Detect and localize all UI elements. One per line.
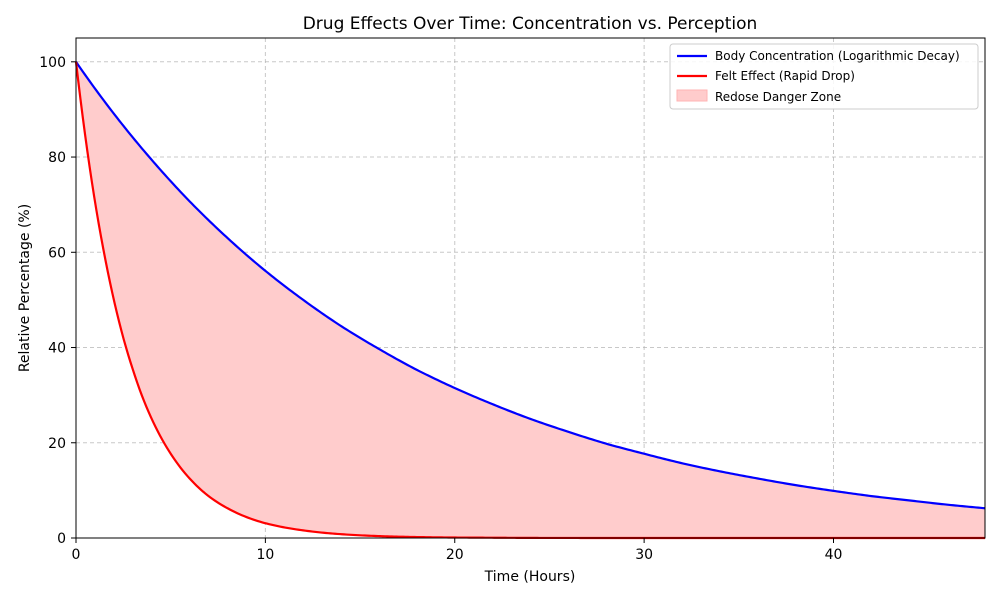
x-tick-label: 10	[256, 547, 274, 563]
legend: Body Concentration (Logarithmic Decay) F…	[669, 43, 979, 110]
legend-label-body-concentration: Body Concentration (Logarithmic Decay)	[715, 49, 960, 63]
legend-swatch-danger-zone	[676, 89, 708, 102]
redose-danger-zone-fill	[76, 61, 985, 539]
x-axis-ticks: 0 10 20 30 40	[72, 538, 843, 563]
y-tick-label: 0	[57, 531, 66, 547]
x-tick-label: 0	[72, 547, 81, 563]
y-tick-label: 80	[48, 150, 66, 166]
plot-frame	[75, 37, 986, 539]
y-tick-label: 100	[39, 55, 66, 71]
legend-box	[669, 43, 979, 110]
y-tick-label: 60	[48, 245, 66, 261]
x-tick-label: 30	[635, 547, 653, 563]
y-tick-label: 20	[48, 436, 66, 452]
y-tick-label: 40	[48, 341, 66, 357]
x-axis-label: Time (Hours)	[484, 569, 576, 585]
x-tick-label: 20	[446, 547, 464, 563]
legend-label-felt-effect: Felt Effect (Rapid Drop)	[715, 69, 855, 83]
chart-title: Drug Effects Over Time: Concentration vs…	[303, 14, 758, 34]
x-tick-label: 40	[825, 547, 843, 563]
legend-label-danger-zone: Redose Danger Zone	[715, 90, 841, 104]
y-axis-ticks: 0 20 40 60 80 100	[39, 55, 76, 547]
y-axis-label: Relative Percentage (%)	[17, 204, 33, 372]
series-line-body-concentration	[75, 61, 986, 510]
